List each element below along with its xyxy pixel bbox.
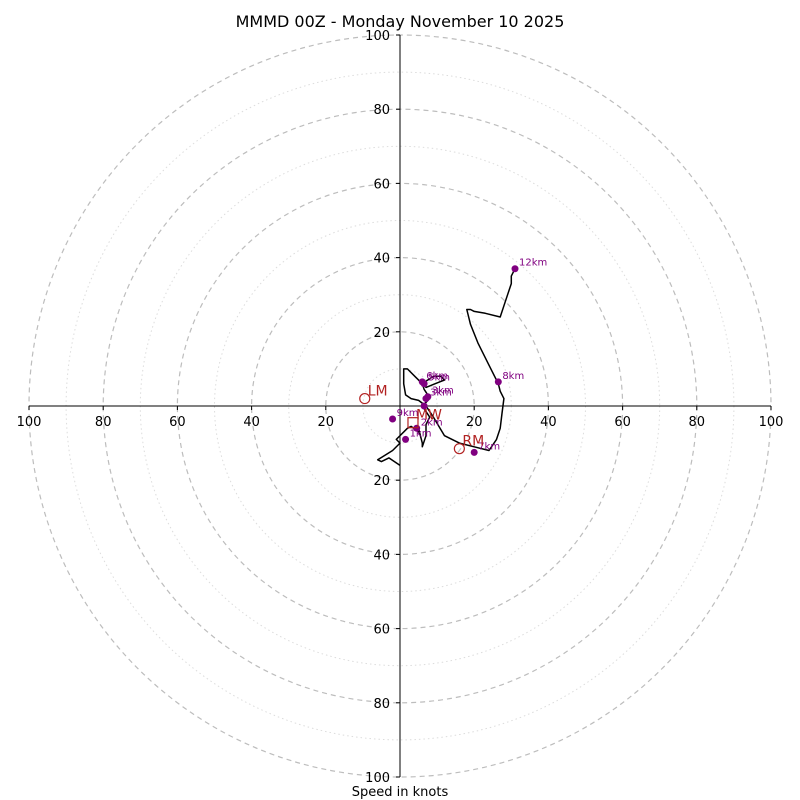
x-tick-label: 60	[169, 415, 186, 430]
y-tick-label: 80	[373, 697, 390, 712]
height-label: 3km	[430, 388, 452, 399]
wind-profile	[376, 268, 516, 467]
x-tick-label: 80	[95, 415, 112, 430]
x-tick-label: 80	[689, 415, 706, 430]
height-label: 2km	[421, 417, 443, 428]
x-tick-label: 100	[17, 415, 42, 430]
storm-motion-label: MW	[416, 408, 442, 424]
x-tick-label: 20	[318, 415, 335, 430]
height-label: 5km	[428, 373, 450, 384]
y-tick-label: 100	[365, 29, 390, 44]
height-label: 7km	[478, 441, 500, 452]
height-label: 1km	[410, 428, 432, 439]
height-label: 8km	[502, 371, 524, 382]
storm-motion-label: RM	[462, 434, 484, 450]
x-axis-label: Speed in knots	[352, 785, 449, 800]
height-label: 3km	[432, 386, 454, 397]
y-tick-label: 20	[373, 326, 390, 341]
x-tick-label: 20	[466, 415, 483, 430]
x-tick-label: 100	[759, 415, 784, 430]
height-marker	[418, 378, 426, 386]
height-marker	[424, 393, 432, 401]
x-tick-label: 40	[243, 415, 260, 430]
axis-ticks: 100 100 80 80 60 60 40 40 20 20 20 20 40 40 60 60 80 80 10…	[17, 29, 784, 786]
y-tick-label: 80	[373, 103, 390, 118]
storm-motion-label: LM	[368, 384, 388, 400]
y-tick-label: 60	[373, 177, 390, 192]
storm-motion-markers: LM RM MW	[359, 384, 484, 455]
mean-wind-marker	[407, 417, 419, 429]
x-tick-label: 40	[540, 415, 557, 430]
y-tick-label: 60	[373, 623, 390, 638]
height-marker	[389, 415, 397, 423]
y-tick-label: 40	[373, 252, 390, 267]
height-label: 9km	[397, 408, 419, 419]
height-marker	[470, 448, 478, 456]
chart-title: MMMD 00Z - Monday November 10 2025	[236, 12, 565, 31]
height-marker	[494, 378, 502, 386]
axes	[29, 35, 771, 777]
height-label: 12km	[519, 258, 547, 269]
wind-profile-line	[376, 268, 516, 467]
y-tick-label: 40	[373, 548, 390, 563]
height-marker	[511, 265, 519, 273]
y-tick-label: 100	[365, 771, 390, 786]
x-tick-label: 60	[614, 415, 631, 430]
y-tick-label: 20	[373, 474, 390, 489]
storm-motion-marker	[453, 443, 465, 455]
height-marker	[420, 402, 428, 410]
height-marker	[402, 435, 410, 443]
height-label: 6km	[426, 371, 448, 382]
storm-motion-marker	[359, 392, 371, 405]
